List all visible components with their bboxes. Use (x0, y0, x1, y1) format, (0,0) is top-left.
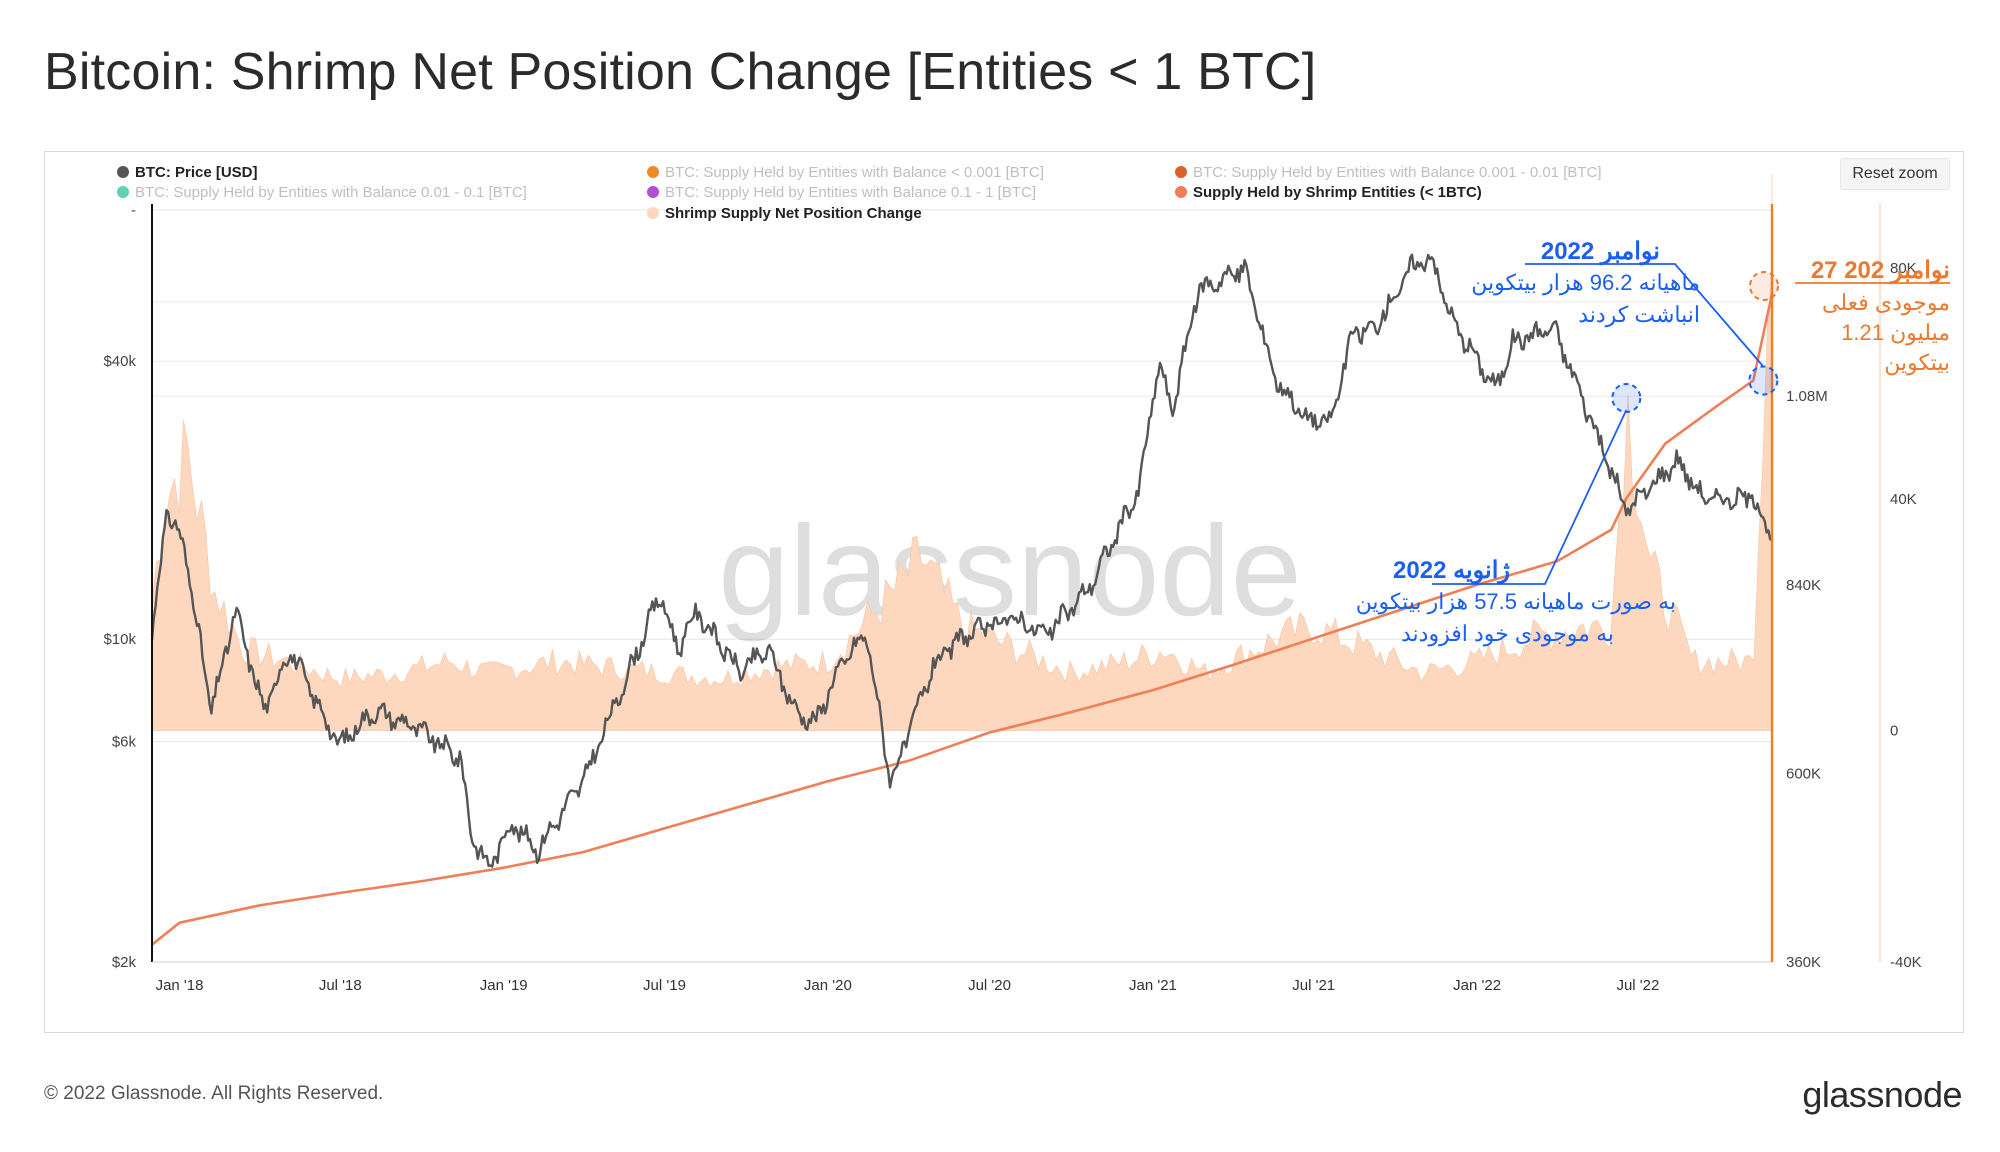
x-tick-label: Jan '20 (804, 977, 852, 994)
legend-item: BTC: Supply Held by Entities with Balanc… (665, 164, 1044, 181)
x-tick-label: Jul '21 (1292, 977, 1335, 994)
price-tick-label: $2k (112, 954, 137, 971)
supply-line (151, 293, 1774, 946)
annotation-title-current: 27 نوامبر 202 (1811, 257, 1950, 285)
net-tick-label: 40K (1890, 491, 1917, 508)
price-tick-label: $40k (103, 353, 136, 370)
price-tick-label: $10k (103, 631, 136, 648)
legend-marker (117, 166, 129, 178)
legend-item: Shrimp Supply Net Position Change (665, 205, 922, 222)
annotation-title-jan2022: ژانویه 2022 (1393, 557, 1510, 585)
x-tick-label: Jul '20 (968, 977, 1011, 994)
annotation-title-nov2022: نوامبر 2022 (1541, 238, 1660, 266)
annotation-circle-current (1749, 271, 1779, 301)
supply-tick-label: 840K (1786, 577, 1821, 594)
legend: BTC: Price [USD] BTC: Supply Held by Enti… (117, 164, 1602, 222)
annotation-text-nov2022: ماهیانه 96.2 هزار بیتکوین (1471, 270, 1700, 296)
price-tick-label: $6k (112, 734, 137, 751)
x-tick-label: Jan '22 (1453, 977, 1501, 994)
legend-item: BTC: Supply Held by Entities with Balanc… (135, 184, 527, 201)
brand-logo: glassnode (1802, 1074, 1962, 1115)
supply-series (151, 293, 1774, 946)
price-top-tick: - (131, 202, 136, 219)
page-title: Bitcoin: Shrimp Net Position Change [Ent… (44, 43, 1317, 101)
net-tick-label: 0 (1890, 723, 1898, 740)
x-tick-label: Jan '19 (480, 977, 528, 994)
supply-tick-label: 360K (1786, 954, 1821, 971)
annotation-leader-nov2022 (1525, 263, 1765, 368)
price-line (150, 253, 1773, 868)
annotations: ژانویه 2022 به صورت ماهیانه 57.5 هزار بیت… (1356, 238, 1950, 647)
annotation-text-nov2022: انباشت کردند (1578, 302, 1700, 328)
legend-marker (647, 207, 659, 219)
supply-tick-label: 600K (1786, 765, 1821, 782)
axes: $2k $6k $10k $40k - 360K 600K 840K 1.08M -40K 0 40K… (103, 202, 1921, 994)
x-tick-label: Jul '19 (643, 977, 686, 994)
copyright: © 2022 Glassnode. All Rights Reserved. (44, 1083, 384, 1104)
annotation-text-jan2022: به صورت ماهیانه 57.5 هزار بیتکوین (1356, 589, 1676, 615)
legend-item: BTC: Supply Held by Entities with Balanc… (665, 184, 1036, 201)
annotation-text-current: 1.21 میلیون (1841, 320, 1950, 346)
x-tick-label: Jul '18 (319, 977, 362, 994)
annotation-text-jan2022: به موجودی خود افزودند (1401, 621, 1614, 647)
legend-marker (1175, 186, 1187, 198)
annotation-leader-jan2022 (1432, 409, 1628, 585)
watermark: glassnode (718, 500, 1302, 643)
x-tick-label: Jan '18 (156, 977, 204, 994)
legend-marker (647, 186, 659, 198)
annotation-text-current: موجودی فعلی (1822, 290, 1950, 316)
supply-tick-label: 1.08M (1786, 388, 1828, 405)
legend-marker (647, 166, 659, 178)
price-series (150, 253, 1773, 868)
reset-zoom-button[interactable]: Reset zoom (1840, 158, 1950, 190)
x-tick-label: Jul '22 (1616, 977, 1659, 994)
legend-marker (117, 186, 129, 198)
x-tick-label: Jan '21 (1129, 977, 1177, 994)
annotation-circle-nov2022 (1748, 365, 1779, 396)
legend-item: BTC: Price [USD] (135, 164, 258, 181)
net-tick-label: 80K (1890, 260, 1917, 277)
net-tick-label: -40K (1890, 954, 1922, 971)
legend-item: Supply Held by Shrimp Entities (< 1BTC) (1193, 184, 1482, 201)
legend-item: BTC: Supply Held by Entities with Balanc… (1193, 164, 1602, 181)
net-change-series (151, 174, 1773, 731)
annotation-text-current: بیتکوین (1884, 350, 1950, 376)
chart-panel (44, 151, 1964, 1033)
legend-marker (1175, 166, 1187, 178)
annotation-circle-jan2022 (1611, 383, 1642, 413)
net-change-area (151, 174, 1773, 731)
